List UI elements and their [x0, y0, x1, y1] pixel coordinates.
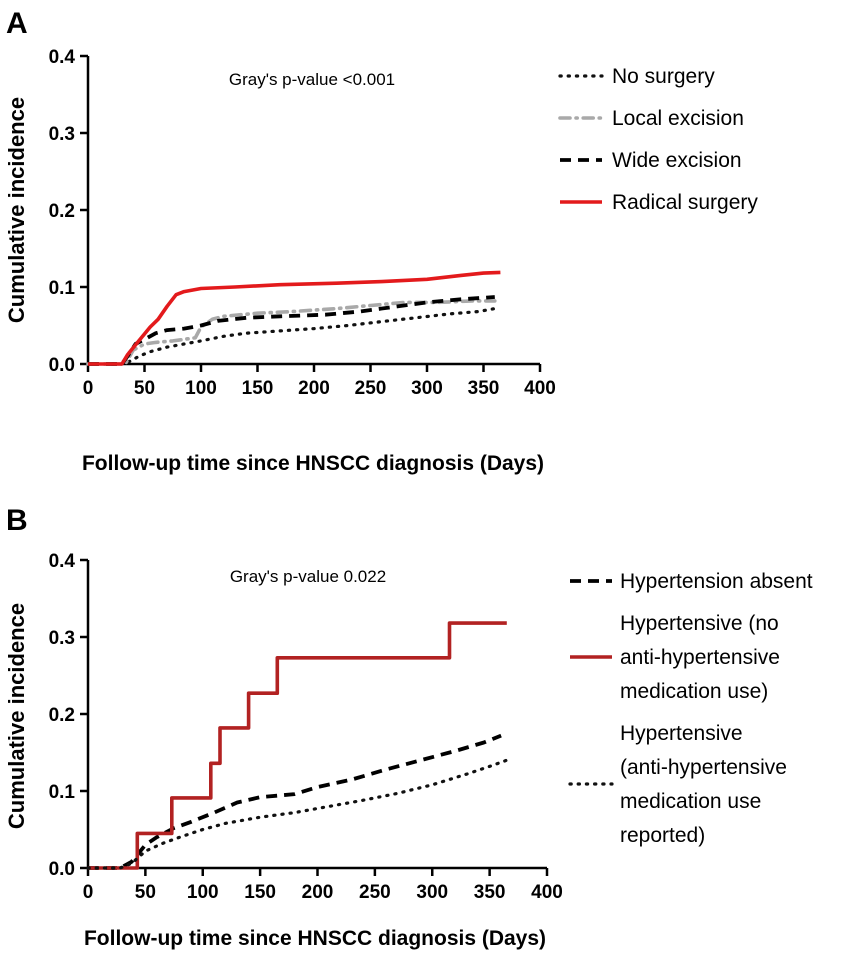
panel-a-y-axis-title: Cumulative incidence [4, 97, 29, 323]
panel-b: B Cumulative incidence Gray's p-value 0.… [4, 504, 813, 950]
panel-a-x-tick-label: 50 [134, 378, 155, 399]
panel-b-x-tick-label: 250 [359, 882, 391, 903]
panel-a-legend: No surgery Local excision Wide excision Rad… [558, 65, 758, 214]
panel-b-y-tick-label: 0.4 [49, 551, 76, 572]
panel-a: A Cumulative incidence Gray's p-value <0… [4, 7, 758, 475]
panel-a-y-tick-label: 0.2 [49, 201, 75, 222]
panel-a-x-tick-label: 350 [468, 378, 500, 399]
panel-b-x-tick-label: 200 [302, 882, 334, 903]
panel-b-legend-label-hypertension-absent: Hypertension absent [620, 570, 813, 593]
panel-a-x-tick-label: 150 [242, 378, 274, 399]
panel-a-x-axis-title: Follow-up time since HNSCC diagnosis (Da… [82, 452, 544, 475]
panel-b-x-tick-label: 0 [83, 882, 94, 903]
panel-a-x-tick-label: 400 [524, 378, 556, 399]
panel-a-y-tick-label: 0.0 [49, 355, 75, 376]
panel-b-annotation: Gray's p-value 0.022 [230, 567, 386, 586]
panel-b-legend-label-hypertensive-anti-hypertensive-medication-use-reported: Hypertensive (anti-hypertensive medication… [620, 722, 787, 847]
panel-a-y-tick-label: 0.4 [49, 47, 76, 68]
panel-b-x-tick-label: 50 [135, 882, 156, 903]
panel-b-y-axis-title: Cumulative incidence [4, 603, 29, 829]
panel-a-plot-area: 0 50 100 150 200 250 300 350 400 0.0 0.1 0.2 0.3 0.4 [49, 47, 556, 399]
panel-a-y-tick-label: 0.1 [49, 278, 76, 299]
panel-b-x-tick-label: 300 [416, 882, 448, 903]
panel-b-legend-label-hypertensive-no-anti-hypertensive-medication-use: Hypertensive (no anti-hypertensive medicat… [620, 612, 780, 703]
panel-a-series-local-excision [86, 299, 497, 366]
panel-b-series-hypertensive-anti-hypertensive-medication-use-reported [86, 758, 509, 870]
panel-a-letter: A [6, 7, 28, 40]
panel-b-legend: Hypertension absent Hypertensive (no anti-… [568, 570, 813, 847]
panel-b-x-axis-title: Follow-up time since HNSCC diagnosis (Da… [84, 927, 546, 950]
panel-b-x-tick-label: 350 [474, 882, 506, 903]
panel-b-y-tick-label: 0.3 [49, 628, 75, 649]
panel-a-series-radical-surgery [88, 270, 501, 366]
panel-a-legend-label-local-excision: Local excision [612, 107, 744, 130]
panel-b-letter: B [6, 504, 28, 537]
panel-b-series-hypertension-absent [88, 733, 502, 870]
panel-b-y-tick-label: 0.0 [49, 859, 75, 880]
panel-a-series-no-surgery [86, 307, 497, 366]
panel-a-legend-label-radical-surgery: Radical surgery [612, 191, 758, 214]
panel-b-x-tick-label: 100 [187, 882, 219, 903]
panel-a-x-tick-label: 0 [83, 378, 94, 399]
panel-a-annotation: Gray's p-value <0.001 [229, 70, 395, 89]
panel-b-y-tick-label: 0.2 [49, 705, 75, 726]
panel-b-series-hypertensive-no-anti-hypertensive-medication-use [88, 621, 507, 870]
panel-b-plot-area: 0 50 100 150 200 250 300 350 400 0.0 0.1 0.2 0.3 0.4 [49, 551, 563, 903]
panel-a-x-tick-label: 200 [298, 378, 330, 399]
panel-b-x-tick-label: 150 [244, 882, 276, 903]
panel-b-y-tick-label: 0.1 [49, 782, 76, 803]
panel-a-legend-label-no-surgery: No surgery [612, 65, 715, 88]
panel-a-x-tick-label: 250 [355, 378, 387, 399]
panel-a-y-tick-label: 0.3 [49, 124, 75, 145]
panel-b-x-tick-label: 400 [531, 882, 563, 903]
panel-a-x-tick-label: 100 [185, 378, 217, 399]
panel-a-legend-label-wide-excision: Wide excision [612, 149, 742, 172]
panel-a-x-tick-label: 300 [411, 378, 443, 399]
